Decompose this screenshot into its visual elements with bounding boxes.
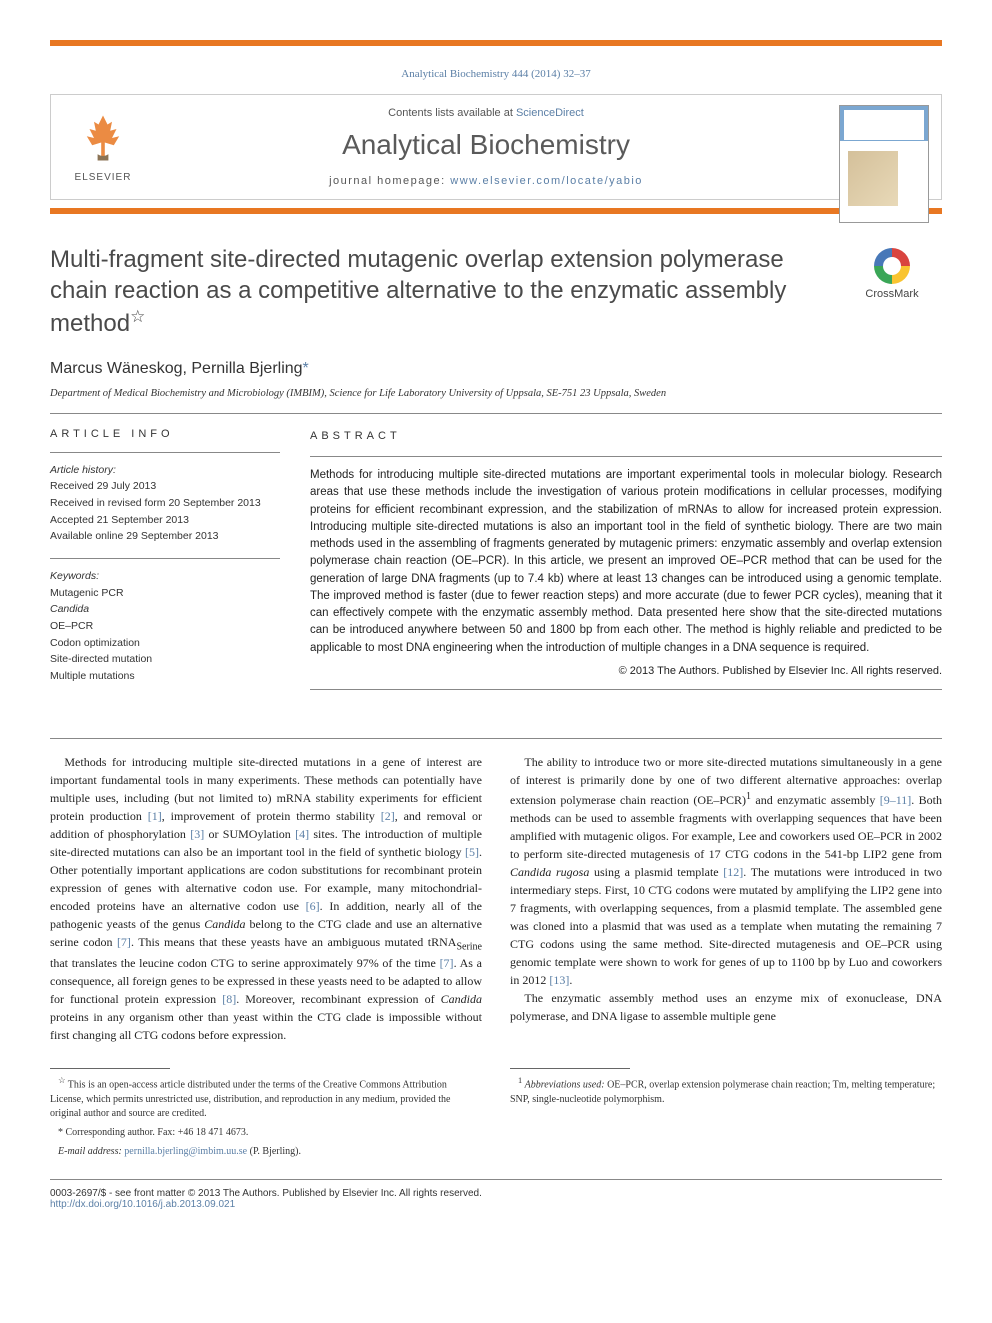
keyword: Candida [50,602,280,617]
ref-link[interactable]: [3] [190,827,204,841]
body-para-2: The ability to introduce two or more sit… [510,753,942,989]
ref-link[interactable]: [2] [381,809,395,823]
abstract-heading: ABSTRACT [310,428,942,445]
ref-link[interactable]: [6] [306,899,320,913]
journal-header-box: ELSEVIER Contents lists available at Sci… [50,94,942,200]
keyword: Mutagenic PCR [50,586,280,601]
body-divider [50,738,942,739]
section-divider [50,413,942,414]
footnote-corresponding: * Corresponding author. Fax: +46 18 471 … [50,1126,482,1140]
article-title: Multi-fragment site-directed mutagenic o… [50,244,822,340]
sciencedirect-link[interactable]: ScienceDirect [516,107,584,119]
footnote-open-access: ☆ This is an open-access article distrib… [50,1075,482,1120]
body-para-3: The enzymatic assembly method uses an en… [510,989,942,1025]
elsevier-text: ELSEVIER [63,172,143,183]
homepage-link[interactable]: www.elsevier.com/locate/yabio [450,175,643,187]
elsevier-logo[interactable]: ELSEVIER [63,111,143,183]
homepage-line: journal homepage: www.elsevier.com/locat… [161,175,811,187]
footnote-email: E-mail address: pernilla.bjerling@imbim.… [50,1145,482,1159]
footer-copyright: 0003-2697/$ - see front matter © 2013 Th… [50,1188,942,1199]
ref-link[interactable]: [4] [295,827,309,841]
body-para-1: Methods for introducing multiple site-di… [50,753,482,1044]
citation-ref: 444 (2014) 32–37 [512,68,591,80]
history-revised: Received in revised form 20 September 20… [50,496,280,511]
ref-link[interactable]: [13] [549,973,569,987]
history-accepted: Accepted 21 September 2013 [50,513,280,528]
title-footnote-mark: ☆ [130,307,145,326]
top-orange-bar [50,40,942,46]
history-online: Available online 29 September 2013 [50,529,280,544]
keyword: OE–PCR [50,619,280,634]
ref-link[interactable]: [7] [117,935,131,949]
ref-link[interactable]: [5] [465,845,479,859]
doi-link[interactable]: http://dx.doi.org/10.1016/j.ab.2013.09.0… [50,1199,235,1210]
ref-link[interactable]: [9–11] [880,793,912,807]
abstract-copyright: © 2013 The Authors. Published by Elsevie… [310,663,942,680]
body-text: Methods for introducing multiple site-di… [50,753,942,1044]
ref-link[interactable]: [7] [440,956,454,970]
history-label: Article history: [50,463,280,478]
keyword: Codon optimization [50,636,280,651]
keyword: Site-directed mutation [50,652,280,667]
corresponding-mark[interactable]: * [303,360,309,377]
footnote-abbreviations: 1 Abbreviations used: OE–PCR, overlap ex… [510,1075,942,1106]
keyword: Multiple mutations [50,669,280,684]
orange-divider [50,208,942,214]
page-footer: 0003-2697/$ - see front matter © 2013 Th… [50,1179,942,1210]
crossmark-label: CrossMark [842,288,942,300]
email-link[interactable]: pernilla.bjerling@imbim.uu.se [124,1146,247,1157]
citation-journal-link[interactable]: Analytical Biochemistry [401,68,509,80]
abstract-column: ABSTRACT Methods for introducing multipl… [310,428,942,698]
ref-link[interactable]: [1] [148,809,162,823]
footnotes: ☆ This is an open-access article distrib… [50,1068,942,1158]
journal-name: Analytical Biochemistry [161,129,811,161]
article-info-heading: ARTICLE INFO [50,428,280,440]
citation-line: Analytical Biochemistry 444 (2014) 32–37 [50,58,942,94]
article-info-column: ARTICLE INFO Article history: Received 2… [50,428,280,698]
affiliation: Department of Medical Biochemistry and M… [50,388,942,399]
history-received: Received 29 July 2013 [50,479,280,494]
ref-link[interactable]: [12] [723,865,743,879]
ref-link[interactable]: [8] [222,992,236,1006]
journal-cover-thumbnail[interactable] [839,105,929,223]
crossmark-icon [874,248,910,284]
abstract-text: Methods for introducing multiple site-di… [310,467,942,657]
contents-available: Contents lists available at ScienceDirec… [161,107,811,119]
crossmark-widget[interactable]: CrossMark [842,248,942,300]
keywords-label: Keywords: [50,569,280,584]
authors-line: Marcus Wäneskog, Pernilla Bjerling* [50,360,942,378]
elsevier-tree-icon [76,111,130,165]
